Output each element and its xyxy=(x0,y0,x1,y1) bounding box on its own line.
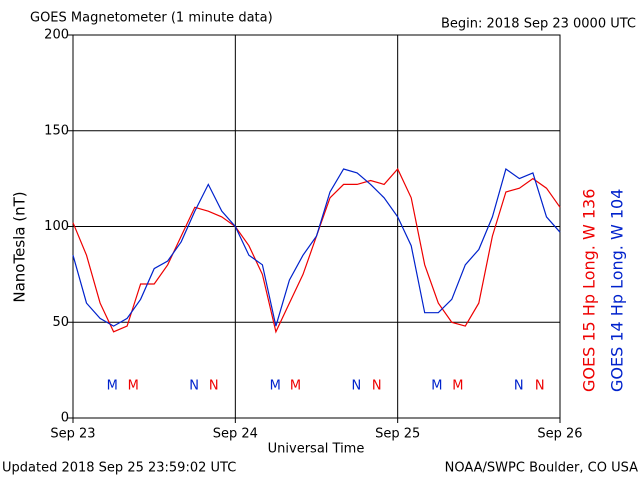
y-tick-label: 0 xyxy=(61,411,69,426)
footer-right: NOAA/SWPC Boulder, CO USA xyxy=(445,461,638,476)
x-tick-label: Sep 24 xyxy=(213,427,258,442)
annotation: N xyxy=(514,379,524,394)
data-line xyxy=(72,167,561,334)
annotation: N xyxy=(372,379,382,394)
annotation: M xyxy=(290,379,301,394)
annotation: N xyxy=(535,379,545,394)
annotation: M xyxy=(107,379,118,394)
legend-label: GOES 15 Hp Long. W 136 xyxy=(580,189,599,392)
x-axis-label: Universal Time xyxy=(268,442,365,457)
annotation: N xyxy=(189,379,199,394)
footer-left: Updated 2018 Sep 25 23:59:02 UTC xyxy=(2,461,236,476)
annotation: N xyxy=(209,379,219,394)
data-line xyxy=(72,168,561,327)
y-tick-label: 100 xyxy=(44,219,69,234)
annotation: M xyxy=(431,379,442,394)
y-tick-label: 150 xyxy=(44,123,69,138)
annotation: M xyxy=(270,379,281,394)
chart-title: GOES Magnetometer (1 minute data) xyxy=(30,11,273,26)
x-tick-label: Sep 26 xyxy=(537,427,582,442)
y-axis-label: NanoTesla (nT) xyxy=(11,191,29,302)
chart-subtitle: Begin: 2018 Sep 23 0000 UTC xyxy=(441,17,636,32)
annotation: M xyxy=(128,379,139,394)
legend-label: GOES 14 Hp Long. W 104 xyxy=(608,189,627,392)
x-tick-label: Sep 23 xyxy=(50,427,95,442)
y-tick-label: 50 xyxy=(52,315,69,330)
y-tick-label: 200 xyxy=(44,28,69,43)
annotation: N xyxy=(352,379,362,394)
x-tick-label: Sep 25 xyxy=(375,427,420,442)
annotation: M xyxy=(452,379,463,394)
